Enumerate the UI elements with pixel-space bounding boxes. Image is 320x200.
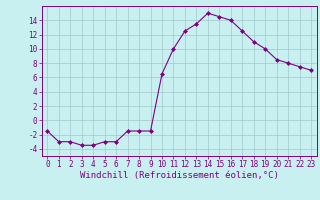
X-axis label: Windchill (Refroidissement éolien,°C): Windchill (Refroidissement éolien,°C) <box>80 171 279 180</box>
